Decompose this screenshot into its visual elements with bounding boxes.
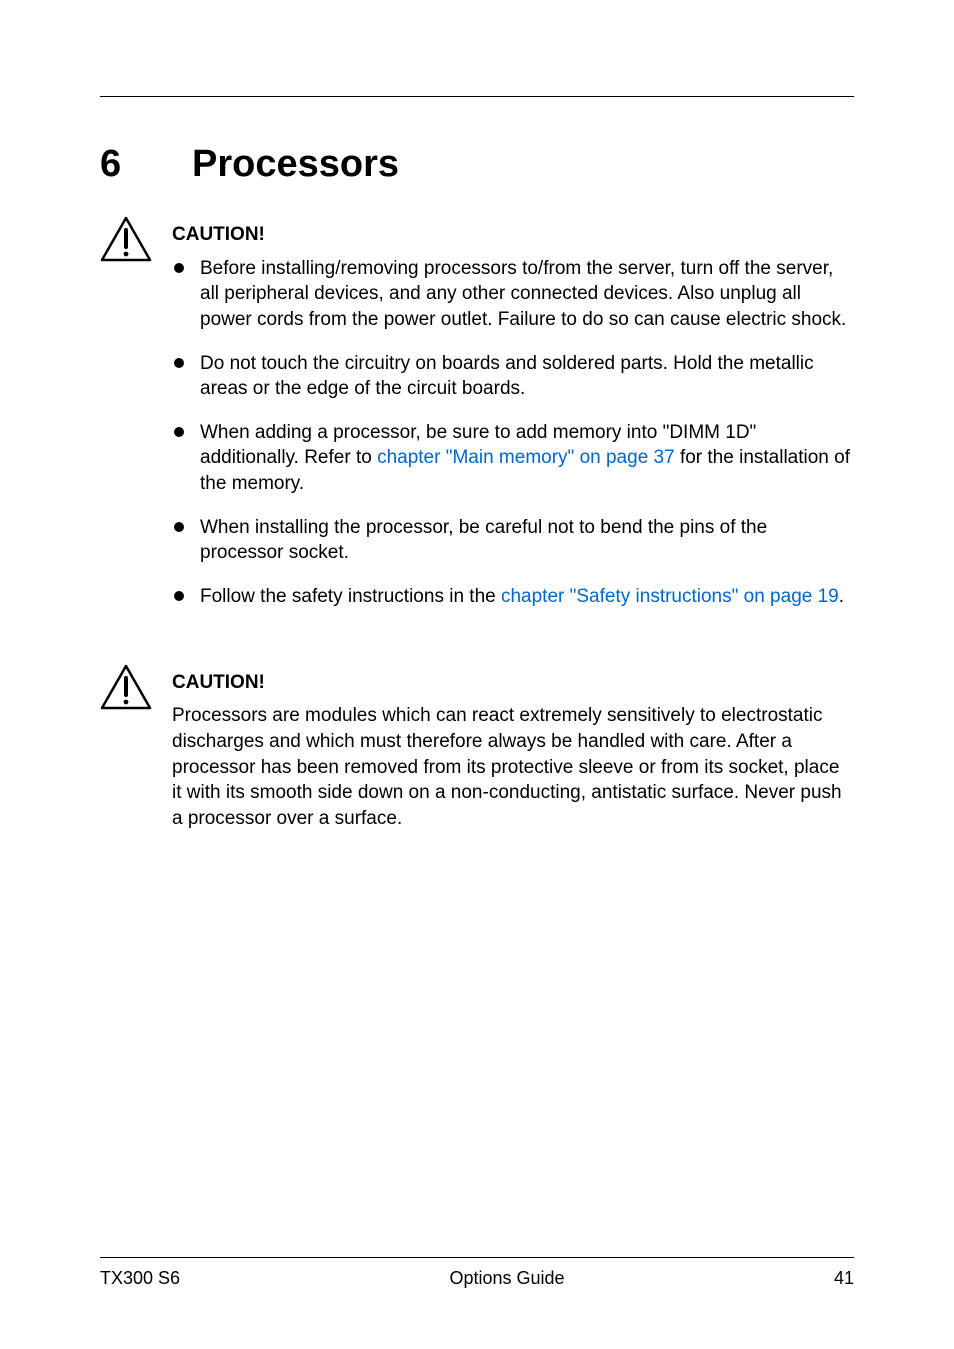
footer-row: TX300 S6 Options Guide 41 (100, 1268, 854, 1289)
chapter-title: 6Processors (100, 143, 854, 186)
caution-item-text-post: . (839, 586, 844, 607)
chapter-number: 6 (100, 143, 192, 186)
caution-list: Before installing/removing processors to… (172, 256, 854, 610)
caution-body-1: CAUTION! Before installing/removing proc… (172, 216, 854, 628)
caution-icon (100, 216, 156, 267)
caution-item-link[interactable]: chapter "Main memory" on page 37 (377, 447, 675, 468)
caution-label-1: CAUTION! (172, 222, 854, 248)
caution-item: When installing the processor, be carefu… (172, 515, 854, 566)
caution-item-text: When installing the processor, be carefu… (200, 517, 767, 564)
caution-body-2: CAUTION! Processors are modules which ca… (172, 664, 854, 832)
footer-left: TX300 S6 (100, 1268, 180, 1289)
caution-icon (100, 664, 156, 715)
footer-right: 41 (834, 1268, 854, 1289)
footer-rule (100, 1257, 854, 1258)
caution-item-text: Before installing/removing processors to… (200, 258, 846, 330)
chapter-title-text: Processors (192, 143, 399, 185)
page: 6Processors CAUTION! Before installing/r… (0, 0, 954, 1349)
caution-label-2: CAUTION! (172, 670, 854, 696)
caution-item: When adding a processor, be sure to add … (172, 420, 854, 497)
caution-item-text-pre: Follow the safety instructions in the (200, 586, 501, 607)
caution-item-text: Do not touch the circuitry on boards and… (200, 353, 814, 400)
footer-center: Options Guide (180, 1268, 834, 1289)
top-rule (100, 96, 854, 97)
page-footer: TX300 S6 Options Guide 41 (100, 1257, 854, 1289)
caution-block-2: CAUTION! Processors are modules which ca… (100, 664, 854, 832)
caution-item: Follow the safety instructions in the ch… (172, 584, 854, 610)
caution-block-1: CAUTION! Before installing/removing proc… (100, 216, 854, 628)
caution-item-link[interactable]: chapter "Safety instructions" on page 19 (501, 586, 839, 607)
caution-item: Do not touch the circuitry on boards and… (172, 351, 854, 402)
caution-text-2: Processors are modules which can react e… (172, 703, 854, 831)
caution-item: Before installing/removing processors to… (172, 256, 854, 333)
